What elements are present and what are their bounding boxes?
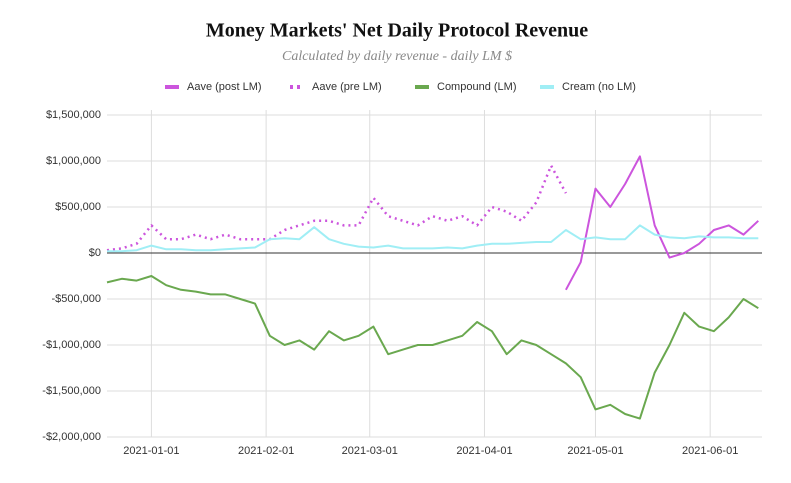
x-tick-label: 2021-06-01 xyxy=(682,445,738,457)
y-tick-label: $1,000,000 xyxy=(46,155,101,167)
legend-label: Compound (LM) xyxy=(437,81,516,93)
x-tick-label: 2021-02-01 xyxy=(238,445,294,457)
y-tick-label: -$1,500,000 xyxy=(42,385,101,397)
legend-label: Cream (no LM) xyxy=(562,81,636,93)
series-line xyxy=(107,224,759,253)
series-line xyxy=(565,155,759,291)
chart-title: Money Markets' Net Daily Protocol Revenu… xyxy=(206,20,588,42)
legend-label: Aave (pre LM) xyxy=(312,81,382,93)
x-tick-label: 2021-01-01 xyxy=(123,445,179,457)
x-tick-label: 2021-03-01 xyxy=(342,445,398,457)
x-tick-label: 2021-05-01 xyxy=(567,445,623,457)
y-tick-label: $500,000 xyxy=(55,201,101,213)
y-tick-label: -$1,000,000 xyxy=(42,339,101,351)
legend-label: Aave (post LM) xyxy=(187,81,262,93)
y-tick-label: -$2,000,000 xyxy=(42,431,101,443)
y-tick-label: $1,500,000 xyxy=(46,109,101,121)
y-tick-label: -$500,000 xyxy=(51,293,101,305)
chart-subtitle: Calculated by daily revenue - daily LM $ xyxy=(282,49,512,64)
series-line xyxy=(106,275,759,420)
y-tick-label: $0 xyxy=(89,247,101,259)
series-line xyxy=(106,164,568,252)
x-tick-label: 2021-04-01 xyxy=(456,445,512,457)
